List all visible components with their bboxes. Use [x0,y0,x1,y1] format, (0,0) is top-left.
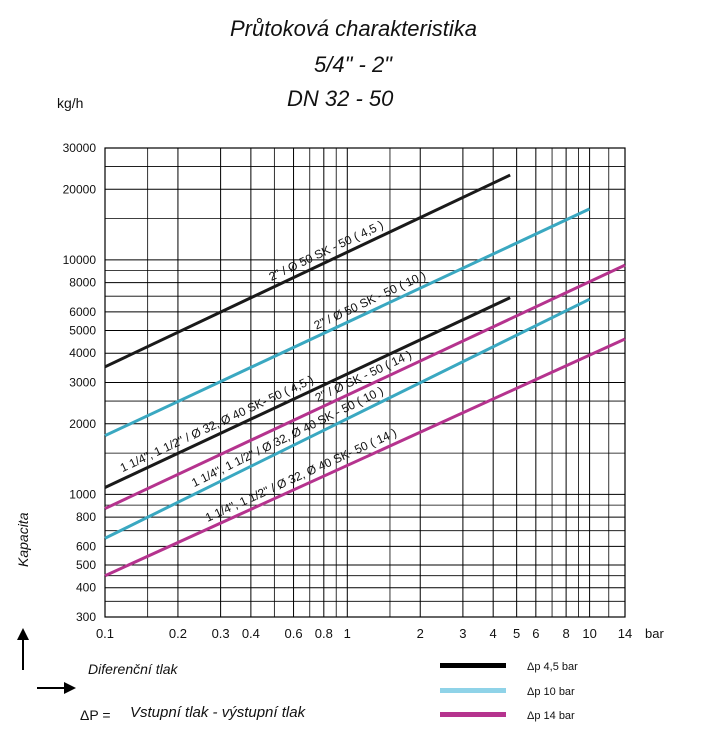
x-tick-label: 3 [459,626,466,641]
footnote-text: Vstupní tlak - výstupní tlak [130,704,306,721]
chart-subtitle-dn: DN 32 - 50 [287,86,394,111]
y-unit-label: kg/h [57,95,83,111]
plot-frame [104,147,626,618]
y-tick-label: 2000 [69,417,96,431]
x-axis-label: Diferenční tlak [88,661,178,677]
y-tick-label: 6000 [69,305,96,319]
legend-label-14: Δp 14 bar [527,710,575,722]
x-tick-label: 8 [562,626,569,641]
x-tick-label: 0.8 [315,626,333,641]
y-tick-label: 5000 [69,323,96,337]
series-lines [104,173,626,578]
legend-swatch-14 [440,712,506,717]
x-tick-label: 0.3 [212,626,230,641]
legend-swatch-10 [440,688,506,693]
legend-label-4-5: Δp 4,5 bar [527,661,578,673]
x-tick-label: 1 [344,626,351,641]
tick-labels: 0.1 0.2 0.3 0.4 0.6 0.8 1 2 3 4 5 6 8 10 14 bar 300 400 50… [15,95,664,677]
x-tick-label: 0.2 [169,626,187,641]
x-tick-label: 0.6 [285,626,303,641]
series-line [104,337,626,578]
series-line [104,173,511,369]
y-axis-label: Kapacita [15,512,31,567]
y-tick-label: 400 [76,581,96,595]
y-tick-label: 10000 [63,253,97,267]
y-tick-label: 300 [76,610,96,624]
y-tick-label: 1000 [69,487,96,501]
y-arrow-head [17,628,29,640]
series-line [104,263,626,510]
y-tick-label: 3000 [69,376,96,390]
series-label: 2" / Ø 50 SK - 50 ( 4,5 ) [267,218,386,284]
x-tick-label: 0.4 [242,626,260,641]
x-tick-label: 2 [417,626,424,641]
series-line [104,297,591,540]
x-tick-label: 6 [532,626,539,641]
x-tick-label: 5 [513,626,520,641]
series-line [104,207,591,438]
legend-swatch-4-5 [440,663,506,668]
x-tick-label: 4 [490,626,497,641]
chart-title: Průtoková charakteristika [230,16,477,41]
y-tick-label: 30000 [63,141,97,155]
y-tick-label: 600 [76,539,96,553]
x-tick-label: 10 [582,626,596,641]
y-tick-label: 4000 [69,346,96,360]
x-tick-label: 14 [618,626,632,641]
y-tick-label: 8000 [69,276,96,290]
series-line [104,296,511,489]
legend-label-10: Δp 10 bar [527,686,575,698]
series-label: 2" / Ø 50 SK - 50 ( 10 ) [312,268,428,332]
y-tick-label: 800 [76,510,96,524]
footnote-symbol: ΔP = [80,707,111,723]
y-tick-label: 20000 [63,182,97,196]
x-arrow-head [64,682,76,694]
x-tick-label: 0.1 [96,626,114,641]
x-unit-label: bar [645,626,664,641]
chart-subtitle-size: 5/4" - 2" [314,52,392,77]
y-tick-label: 500 [76,558,96,572]
series-labels: 2" / Ø 50 SK - 50 ( 4,5 )2" / Ø 50 SK - … [118,218,428,525]
axes-decor [17,628,76,694]
